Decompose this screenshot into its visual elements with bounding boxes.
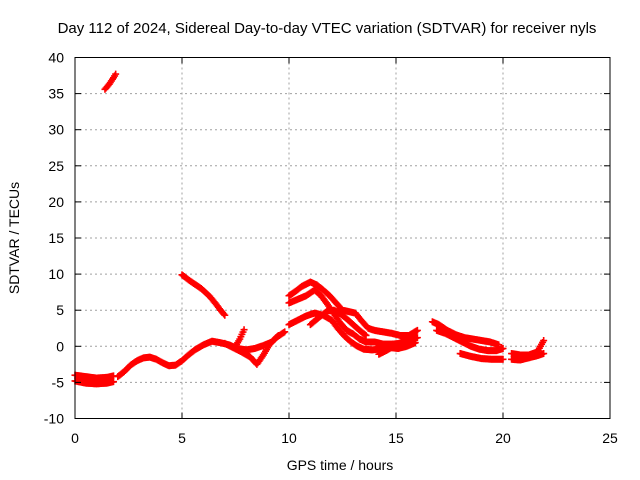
series-track-11	[306, 306, 370, 339]
y-tick-label: -10	[44, 411, 64, 427]
series-track-12	[375, 333, 417, 358]
data-point	[413, 326, 421, 334]
data-point	[112, 70, 120, 78]
y-tick-label: 40	[48, 50, 64, 66]
y-tick-label: 5	[56, 302, 64, 318]
series-track-7	[232, 326, 248, 350]
y-tick-label: 10	[48, 266, 64, 282]
data-point	[540, 350, 548, 358]
grid-lines	[75, 57, 610, 419]
chart-title: Day 112 of 2024, Sidereal Day-to-day VTE…	[58, 20, 597, 37]
x-tick-label: 20	[495, 430, 511, 446]
data-point	[499, 355, 507, 363]
y-tick-label: 0	[56, 338, 64, 354]
y-tick-label: 30	[48, 122, 64, 138]
data-point	[411, 339, 419, 347]
series-track-15	[456, 350, 507, 363]
y-tick-labels: -10 -5 0 5 10 15 20 25 30 35 40	[44, 50, 64, 427]
series-track-6	[221, 328, 289, 368]
x-tick-label: 15	[388, 430, 404, 446]
series-track-17	[508, 337, 548, 359]
data-point	[499, 344, 507, 352]
x-tick-label: 25	[602, 430, 618, 446]
x-tick-label: 0	[71, 430, 79, 446]
data-point	[240, 326, 248, 334]
y-tick-label: 20	[48, 194, 64, 210]
data-point	[281, 328, 289, 336]
y-tick-label: 35	[48, 86, 64, 102]
axis-ticks	[74, 57, 611, 419]
data-point	[362, 331, 370, 339]
x-tick-labels: 0 5 10 15 20 25	[71, 430, 618, 446]
y-tick-label: -5	[52, 374, 65, 390]
x-tick-label: 5	[178, 430, 186, 446]
data-point	[361, 331, 369, 339]
data-point	[540, 337, 548, 345]
data-point	[221, 311, 229, 319]
y-axis-label: SDTVAR / TECUs	[6, 182, 22, 294]
data-point	[409, 333, 417, 341]
series-track-14	[433, 326, 507, 355]
series-track-4	[71, 371, 118, 382]
x-axis-label: GPS time / hours	[287, 457, 394, 473]
data-point	[220, 310, 228, 318]
series-track-1	[101, 70, 120, 93]
series-track-2	[178, 271, 229, 319]
data-marks	[71, 70, 548, 388]
y-tick-label: 25	[48, 158, 64, 174]
y-tick-label: 15	[48, 230, 64, 246]
x-tick-label: 10	[281, 430, 297, 446]
series-track-8	[285, 278, 421, 339]
